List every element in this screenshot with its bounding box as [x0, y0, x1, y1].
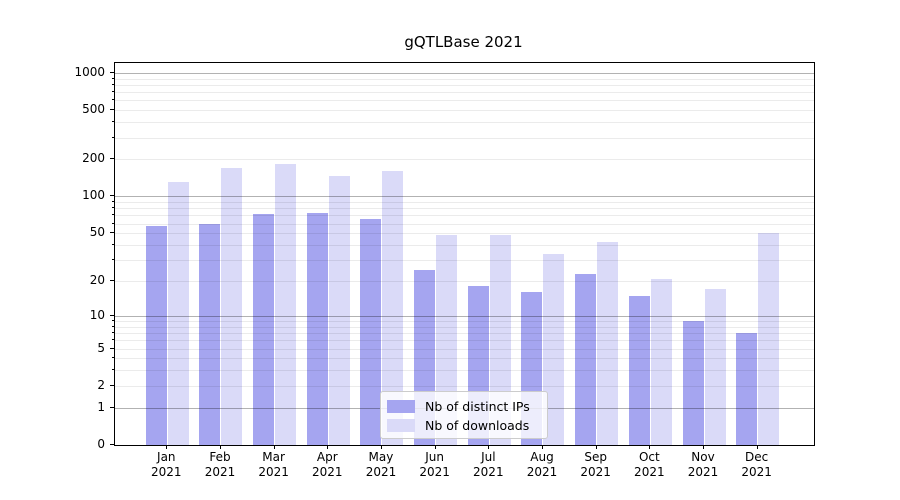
x-tick-mark-nov — [703, 445, 704, 449]
y-minor-tick-mark-300 — [112, 136, 114, 138]
y-minor-tick-mark-2 — [112, 384, 114, 386]
x-tick-label-nov: Nov 2021 — [687, 450, 719, 479]
bar-downloads-aug — [543, 253, 565, 445]
y-minor-tick-mark-500 — [112, 109, 114, 111]
bar-distinct-ips-feb — [199, 223, 221, 445]
legend-entry-distinct-ips: Nb of distinct IPs — [387, 397, 541, 416]
y-minor-tick-mark-90 — [112, 201, 114, 203]
x-tick-label-feb: Feb 2021 — [204, 450, 236, 479]
y-minor-tick-mark-60 — [112, 222, 114, 224]
y-tick-label-20: 20 — [89, 273, 105, 288]
x-tick-label-apr: Apr 2021 — [312, 450, 343, 479]
y-tick-label-100: 100 — [82, 188, 105, 203]
x-tick-label-mar: Mar 2021 — [258, 450, 289, 479]
y-minor-tick-mark-200 — [112, 158, 114, 160]
bar-downloads-mar — [275, 163, 297, 445]
bars-layer — [115, 63, 814, 445]
x-tick-mark-feb — [219, 445, 221, 449]
bar-downloads-oct — [650, 278, 672, 445]
y-minor-tick-mark-40 — [112, 244, 114, 245]
y-minor-tick-mark-80 — [112, 207, 114, 209]
y-minor-tick-mark-600 — [112, 99, 114, 101]
y-minor-tick-mark-3 — [112, 369, 114, 371]
bar-distinct-ips-sep — [575, 273, 597, 445]
bar-distinct-ips-jan — [145, 226, 167, 445]
x-tick-label-jan: Jan 2021 — [151, 450, 182, 479]
bar-downloads-apr — [328, 175, 350, 445]
bar-downloads-nov — [704, 289, 726, 445]
bar-distinct-ips-nov — [682, 321, 704, 445]
x-tick-mark-sep — [595, 445, 597, 449]
y-minor-tick-mark-70 — [112, 214, 114, 216]
x-tick-label-jul: Jul 2021 — [473, 450, 504, 479]
x-tick-mark-dec — [756, 445, 758, 449]
y-minor-tick-mark-50 — [112, 232, 114, 234]
legend: Nb of distinct IPs Nb of downloads — [380, 391, 548, 439]
y-minor-tick-mark-7 — [112, 332, 114, 334]
y-minor-tick-mark-800 — [112, 83, 114, 85]
x-tick-mark-mar — [273, 445, 275, 449]
x-tick-mark-jul — [488, 445, 490, 449]
y-minor-tick-mark-5 — [112, 347, 114, 349]
y-minor-tick-mark-700 — [112, 91, 114, 93]
bar-downloads-sep — [597, 242, 619, 445]
x-tick-mark-jun — [434, 445, 436, 449]
y-tick-mark-100 — [110, 195, 114, 197]
x-tick-label-sep: Sep 2021 — [580, 450, 611, 479]
bar-distinct-ips-apr — [306, 212, 328, 445]
y-minor-tick-mark-20 — [112, 280, 114, 282]
bar-distinct-ips-may — [360, 219, 382, 445]
y-tick-label-1: 1 — [97, 399, 105, 414]
chart-title: gQTLBase 2021 — [404, 33, 523, 51]
x-tick-label-may: May 2021 — [365, 450, 397, 479]
legend-entry-downloads: Nb of downloads — [387, 416, 541, 435]
y-minor-tick-mark-900 — [112, 77, 114, 79]
x-tick-mark-may — [380, 445, 382, 449]
y-tick-label-2: 2 — [97, 377, 105, 392]
legend-label-downloads: Nb of downloads — [425, 418, 530, 433]
y-tick-mark-10 — [110, 314, 114, 316]
legend-label-distinct-ips: Nb of distinct IPs — [425, 399, 530, 414]
y-minor-tick-mark-4 — [112, 357, 114, 359]
y-tick-label-200: 200 — [82, 151, 105, 166]
bar-downloads-jan — [167, 182, 189, 445]
y-tick-mark-1000 — [110, 71, 114, 73]
x-tick-label-jun: Jun 2021 — [419, 450, 450, 479]
y-tick-mark-1 — [110, 406, 114, 408]
y-minor-tick-mark-30 — [112, 259, 114, 261]
x-tick-label-aug: Aug 2021 — [526, 450, 558, 479]
y-tick-label-50: 50 — [89, 225, 105, 240]
y-tick-label-0: 0 — [97, 437, 105, 451]
y-minor-tick-mark-9 — [112, 320, 114, 321]
bar-distinct-ips-oct — [628, 295, 650, 445]
y-tick-mark-0 — [110, 444, 114, 445]
x-tick-label-dec: Dec 2021 — [741, 450, 772, 479]
bar-distinct-ips-mar — [253, 213, 275, 445]
x-tick-mark-apr — [327, 445, 329, 449]
y-minor-tick-mark-6 — [112, 339, 114, 341]
bar-downloads-feb — [221, 168, 243, 445]
x-tick-mark-oct — [649, 445, 651, 449]
y-tick-label-10: 10 — [89, 307, 105, 322]
x-tick-mark-jan — [166, 445, 168, 449]
y-tick-label-5: 5 — [97, 340, 105, 355]
y-minor-tick-mark-400 — [112, 121, 114, 123]
x-tick-mark-aug — [541, 445, 543, 449]
y-minor-tick-mark-8 — [112, 325, 114, 327]
y-tick-label-500: 500 — [82, 102, 105, 117]
bar-distinct-ips-dec — [736, 333, 758, 445]
y-tick-label-1000: 1000 — [74, 64, 105, 79]
bar-downloads-may — [382, 170, 404, 445]
plot-area: Nb of distinct IPs Nb of downloads — [114, 62, 815, 446]
bar-downloads-dec — [758, 233, 780, 445]
legend-swatch-downloads — [387, 419, 415, 432]
legend-swatch-distinct-ips — [387, 400, 415, 413]
x-tick-label-oct: Oct 2021 — [634, 450, 665, 479]
